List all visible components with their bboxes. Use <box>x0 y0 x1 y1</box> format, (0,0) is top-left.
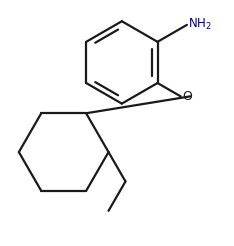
Text: NH$_2$: NH$_2$ <box>188 17 212 32</box>
Text: O: O <box>182 90 192 103</box>
